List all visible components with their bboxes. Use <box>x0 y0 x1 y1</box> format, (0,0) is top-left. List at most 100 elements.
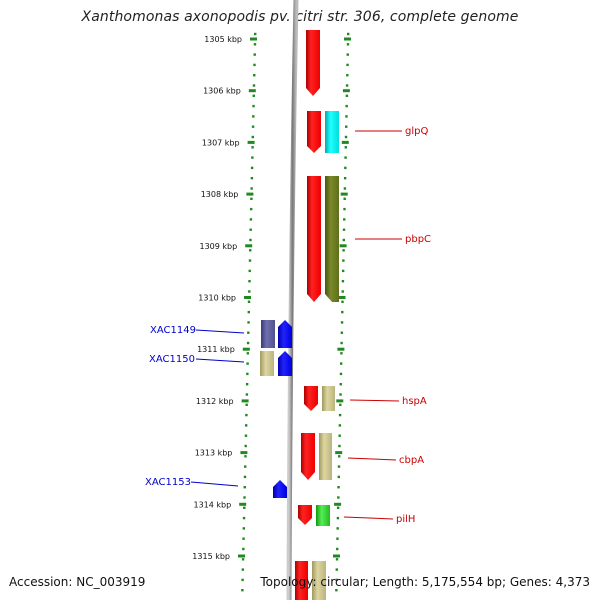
rail-dot <box>336 506 340 509</box>
rail-dot <box>249 249 252 252</box>
rail-dot <box>243 486 246 489</box>
rail-dot <box>341 310 344 314</box>
rail-dot <box>346 74 349 77</box>
rail-dot <box>342 228 346 231</box>
gene-label-xac1150[interactable]: XAC1150 <box>149 354 195 365</box>
kbp-label: 1312 kbp <box>196 397 234 406</box>
rail-dot <box>343 187 347 190</box>
rail-dot <box>246 341 250 345</box>
rail-dot <box>247 310 250 314</box>
kbp-label: 1314 kbp <box>193 500 231 509</box>
rail-dot <box>243 496 246 499</box>
rail-dot <box>249 228 252 231</box>
rail-dot <box>336 527 339 530</box>
rail-dot <box>245 403 248 406</box>
rail-dot <box>250 197 253 200</box>
rail-dot <box>244 424 248 427</box>
gene-block <box>316 505 330 526</box>
rail-dot <box>249 207 253 211</box>
rail-dot <box>243 475 247 479</box>
gene-label-hspa[interactable]: hspA <box>402 396 427 407</box>
accession-text: Accession: NC_003919 <box>9 575 146 589</box>
gene-block <box>319 433 332 480</box>
rail-dot <box>344 146 347 149</box>
rail-dot <box>343 177 347 180</box>
rail-dot <box>338 413 342 417</box>
rail-dot <box>346 53 349 56</box>
rail-dot <box>337 465 341 468</box>
rail-dot <box>341 269 345 273</box>
kbp-label: 1307 kbp <box>202 138 240 147</box>
rail-dot <box>242 527 246 530</box>
rail-dot <box>248 280 251 283</box>
gene-block <box>325 111 339 153</box>
rail-dot <box>252 94 255 97</box>
rail-dot <box>250 177 254 180</box>
rail-dot <box>248 290 251 293</box>
rail-dot <box>345 115 348 118</box>
rail-dot <box>250 187 253 190</box>
gene-block <box>322 386 335 411</box>
rail-dot <box>337 486 340 489</box>
gene-arrow <box>307 111 321 153</box>
rail-dot <box>245 393 249 396</box>
rail-dot <box>335 558 339 561</box>
rail-dot <box>253 63 256 67</box>
rail-dot <box>252 84 256 87</box>
gene-label-glpq[interactable]: glpQ <box>405 126 428 137</box>
rail-dot <box>343 197 346 200</box>
gene-label-xac1153[interactable]: XAC1153 <box>145 477 191 488</box>
rail-dot <box>335 568 339 571</box>
rail-dot <box>345 84 349 87</box>
rail-dot <box>253 74 256 77</box>
rail-dot <box>342 238 346 242</box>
rail-dot <box>241 578 244 582</box>
rail-dot <box>340 352 343 355</box>
rail-dot <box>245 413 248 417</box>
rail-dot <box>341 290 344 293</box>
gene-labels-left: XAC1149 XAC1150 XAC1153 <box>145 325 245 488</box>
rail-dot <box>343 207 346 211</box>
gene-label-pbpc[interactable]: pbpC <box>405 234 431 245</box>
gene-arrow <box>307 176 321 302</box>
gene-label-pilh[interactable]: pilH <box>396 514 415 525</box>
rail-dot <box>338 424 342 427</box>
rail-dot <box>242 516 246 520</box>
gene-arrow <box>301 433 315 480</box>
rail-dot <box>344 135 348 139</box>
gene-block <box>261 320 275 348</box>
rail-dot <box>251 156 254 159</box>
rail-dot <box>250 166 254 170</box>
kbp-label: 1310 kbp <box>198 294 236 303</box>
rail-dot <box>345 94 349 97</box>
gene-arrow <box>298 505 312 525</box>
gene-block <box>312 561 326 600</box>
gene-label-cbpa[interactable]: cbpA <box>399 455 424 466</box>
rail-dot <box>344 166 347 170</box>
rail-dot <box>253 43 257 46</box>
genome-backbone <box>286 0 299 600</box>
gene-track <box>260 30 339 600</box>
rail-dot <box>343 218 346 221</box>
gene-label-xac1149[interactable]: XAC1149 <box>150 325 196 336</box>
rail-dot <box>339 383 342 386</box>
kbp-scale: 1305 kbp 1306 kbp 1307 kbp 1308 kbp 1309 kbp… <box>192 35 351 561</box>
rail-dot <box>253 53 256 56</box>
gene-block <box>295 561 308 600</box>
rail-dot <box>345 125 348 128</box>
rail-dot <box>345 104 348 108</box>
rail-dot <box>338 455 341 458</box>
rail-dot <box>247 321 250 324</box>
rail-dot <box>254 32 257 36</box>
rail-dot <box>244 444 247 448</box>
gene-arrow <box>306 30 320 96</box>
topology-text: Topology: circular; Length: 5,175,554 bp… <box>260 575 590 589</box>
rail-dot <box>337 496 340 499</box>
kbp-label: 1311 kbp <box>197 345 235 354</box>
rail-dot <box>340 341 343 345</box>
rail-dot <box>340 331 344 334</box>
rail-dot <box>249 238 252 242</box>
rail-dot <box>251 125 255 128</box>
rail-dot <box>248 269 251 273</box>
